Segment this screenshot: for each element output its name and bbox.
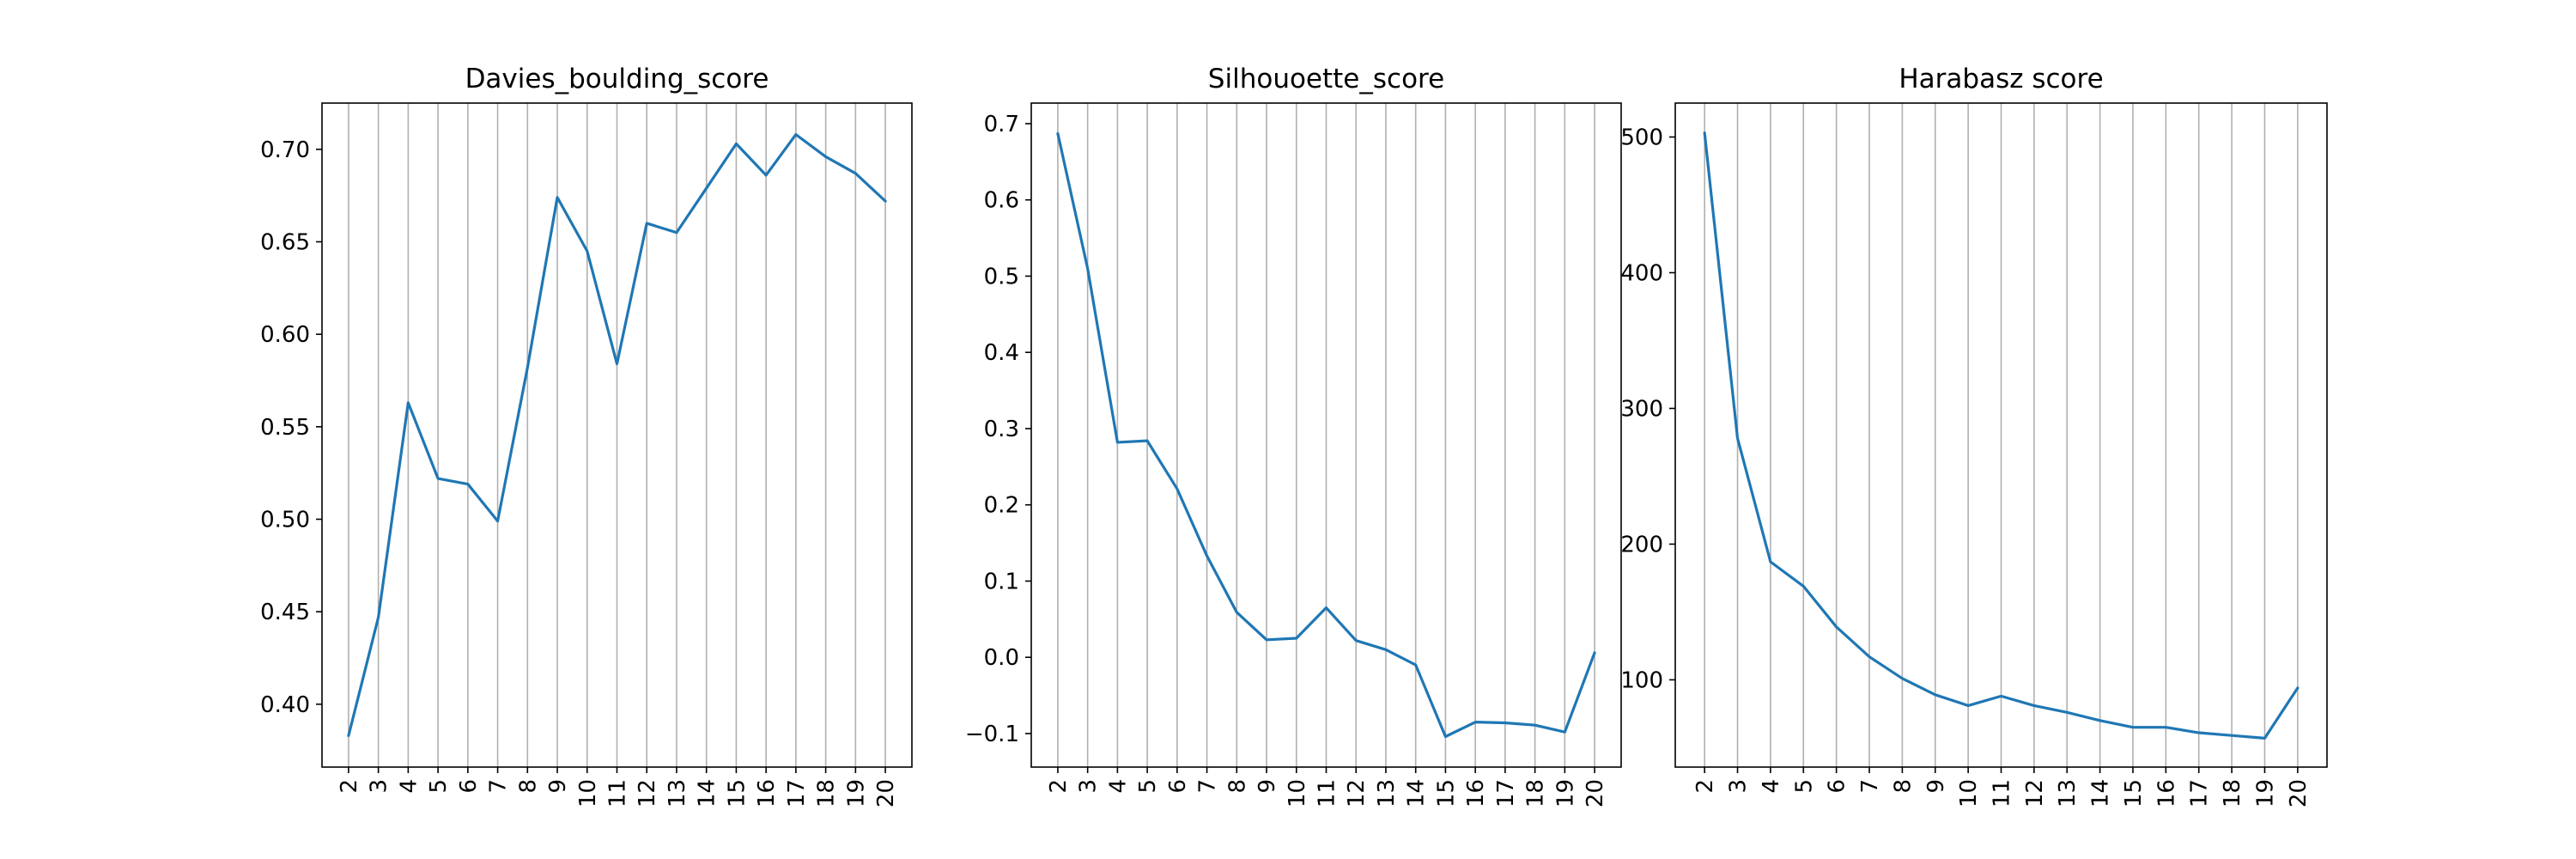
x-tick-label: 17 bbox=[784, 779, 810, 807]
series-line bbox=[1056, 131, 1596, 739]
y-tick-label: 500 bbox=[1620, 125, 1663, 150]
x-tick-label: 19 bbox=[1552, 779, 1578, 807]
y-tick-label: 0.6 bbox=[984, 188, 1019, 214]
x-tick-label: 20 bbox=[873, 779, 899, 807]
x-tick-label: 5 bbox=[1135, 779, 1161, 794]
x-tick-label: 11 bbox=[1315, 779, 1340, 807]
x-tick-label: 7 bbox=[1857, 779, 1883, 794]
x-tick-label: 20 bbox=[2286, 779, 2312, 807]
x-tick-label: 20 bbox=[1583, 779, 1608, 807]
y-tick-label: 0.60 bbox=[260, 322, 310, 348]
x-tick-label: 12 bbox=[1344, 779, 1370, 807]
x-tick-label: 13 bbox=[665, 779, 690, 807]
x-tick-label: 14 bbox=[1404, 779, 1430, 807]
x-tick-label: 10 bbox=[1956, 779, 1982, 807]
y-tick-label: 0.7 bbox=[984, 112, 1019, 137]
x-tick-label: 11 bbox=[605, 779, 631, 807]
x-tick-label: 8 bbox=[1224, 779, 1250, 794]
x-tick-label: 5 bbox=[426, 779, 452, 794]
x-tick-label: 2 bbox=[1692, 779, 1718, 794]
y-tick-label: 100 bbox=[1620, 667, 1663, 693]
x-tick-label: 2 bbox=[1046, 779, 1072, 794]
x-tick-label: 8 bbox=[515, 779, 541, 794]
x-tick-label: 14 bbox=[695, 779, 720, 807]
x-tick-label: 17 bbox=[1493, 779, 1519, 807]
y-tick-label: 0.4 bbox=[984, 340, 1019, 366]
subplot-harabasz: Harabasz score 100 200 300 400 500 2 3 4 5 6 7 8 9 10… bbox=[1620, 64, 2328, 807]
x-tick-label: 7 bbox=[486, 779, 512, 794]
series-line bbox=[347, 133, 887, 737]
x-tick-label: 9 bbox=[1923, 779, 1949, 794]
x-tick-label: 19 bbox=[843, 779, 869, 807]
x-tick-label: 8 bbox=[1890, 779, 1916, 794]
x-tick-label: 15 bbox=[724, 779, 750, 807]
chart-title: Harabasz score bbox=[1899, 64, 2103, 94]
y-tick-label: 0.50 bbox=[260, 507, 310, 533]
x-tick-label: 2 bbox=[337, 779, 362, 794]
x-tick-label: 18 bbox=[814, 779, 840, 807]
x-tick-label: 12 bbox=[2022, 779, 2048, 807]
y-tick-label: 0.0 bbox=[984, 645, 1019, 671]
x-tick-label: 10 bbox=[575, 779, 601, 807]
x-tick-label: 4 bbox=[1105, 779, 1131, 794]
y-tick-label: 0.65 bbox=[260, 229, 310, 255]
y-tick-label: 0.40 bbox=[260, 692, 310, 718]
y-tick-label: −0.1 bbox=[965, 722, 1019, 747]
x-tick-label: 9 bbox=[1255, 779, 1280, 794]
subplot-davies-bouldin: Davies_boulding_score 0.40 0.45 0.50 0.55 0.… bbox=[260, 64, 913, 807]
x-tick-label: 9 bbox=[545, 779, 571, 794]
subplot-silhouette: Silhouoette_score −0.1 0.0 0.1 0.2 0.3 0.4 0.5… bbox=[965, 64, 1622, 807]
x-tick-label: 6 bbox=[1165, 779, 1191, 794]
series-line bbox=[1703, 131, 2300, 740]
x-tick-label: 11 bbox=[1990, 779, 2015, 807]
x-tick-label: 13 bbox=[1374, 779, 1400, 807]
x-tick-label: 3 bbox=[1076, 779, 1102, 794]
x-tick-label: 10 bbox=[1285, 779, 1310, 807]
x-tick-label: 3 bbox=[367, 779, 392, 794]
x-tick-label: 4 bbox=[1759, 779, 1784, 794]
y-tick-label: 0.2 bbox=[984, 493, 1019, 519]
y-tick-label: 200 bbox=[1620, 532, 1663, 557]
y-tick-label: 400 bbox=[1620, 260, 1663, 286]
x-tick-label: 3 bbox=[1726, 779, 1752, 794]
chart-title: Silhouoette_score bbox=[1208, 64, 1444, 94]
x-tick-label: 7 bbox=[1195, 779, 1221, 794]
x-tick-label: 5 bbox=[1791, 779, 1817, 794]
y-tick-label: 0.70 bbox=[260, 137, 310, 163]
x-tick-label: 16 bbox=[1463, 779, 1489, 807]
x-tick-label: 16 bbox=[754, 779, 780, 807]
y-tick-label: 0.5 bbox=[984, 264, 1019, 289]
x-tick-label: 15 bbox=[1433, 779, 1459, 807]
y-tick-label: 0.55 bbox=[260, 415, 310, 441]
x-tick-label: 17 bbox=[2187, 779, 2213, 807]
x-tick-label: 16 bbox=[2154, 779, 2179, 807]
x-tick-label: 14 bbox=[2088, 779, 2114, 807]
x-tick-label: 13 bbox=[2055, 779, 2081, 807]
x-tick-label: 15 bbox=[2121, 779, 2147, 807]
x-tick-label: 19 bbox=[2252, 779, 2278, 807]
x-tick-label: 12 bbox=[635, 779, 660, 807]
x-tick-label: 18 bbox=[2220, 779, 2245, 807]
y-tick-label: 0.1 bbox=[984, 569, 1019, 594]
x-tick-label: 6 bbox=[456, 779, 482, 794]
y-tick-label: 0.45 bbox=[260, 600, 310, 625]
x-tick-label: 6 bbox=[1825, 779, 1850, 794]
y-tick-label: 300 bbox=[1620, 396, 1663, 422]
x-tick-label: 18 bbox=[1523, 779, 1549, 807]
chart-title: Davies_boulding_score bbox=[465, 64, 769, 94]
x-tick-label: 4 bbox=[396, 779, 422, 794]
y-tick-label: 0.3 bbox=[984, 417, 1019, 442]
